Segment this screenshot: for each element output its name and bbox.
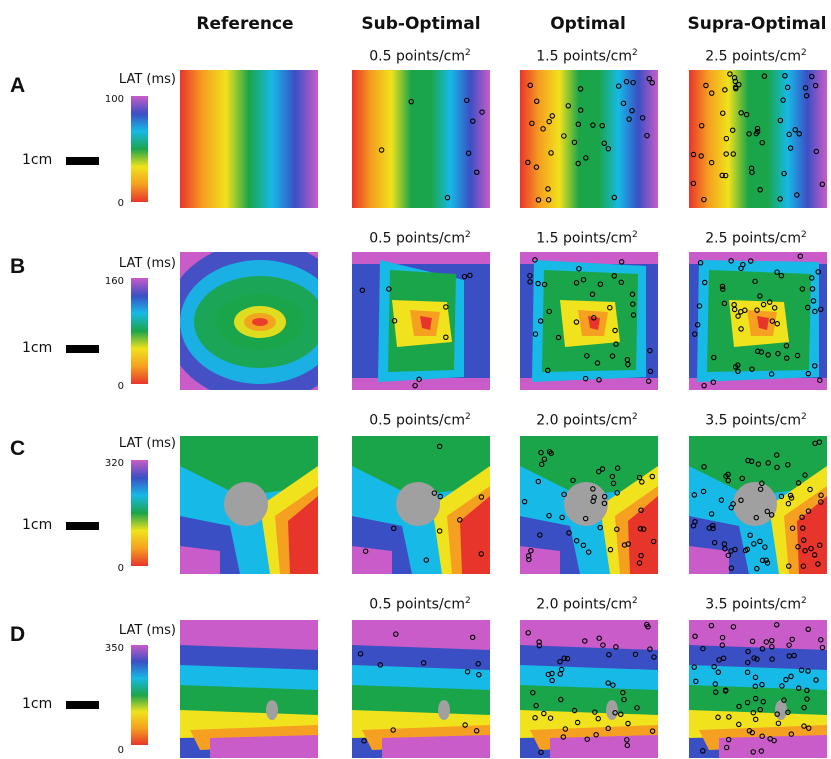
scale-bar-b [66, 345, 99, 353]
colorbar-min-c: 0 [117, 563, 124, 574]
colorbar-title-b: LAT (ms) [118, 256, 176, 271]
colorbar-max-b: 160 [104, 276, 124, 287]
map-d-reference [180, 620, 318, 758]
colorbar-max-a: 100 [104, 94, 124, 105]
map-c-supra-optimal [689, 436, 827, 574]
colorbar-max-c: 320 [104, 458, 124, 469]
map-b-reference [180, 252, 318, 390]
sample-points [521, 448, 657, 566]
colorbar-c [131, 460, 148, 566]
colorbar-title-a: LAT (ms) [118, 72, 176, 87]
row-label-b: B [10, 255, 26, 278]
row-label-d: D [10, 623, 26, 646]
sample-points [378, 97, 485, 201]
density-label-d-sub: 0.5 points/cm2 [369, 596, 471, 613]
map-d-optimal [520, 620, 658, 758]
colorbar-min-a: 0 [117, 198, 124, 209]
density-label-b-sub: 0.5 points/cm2 [369, 230, 471, 247]
density-label-a-sub: 0.5 points/cm2 [369, 48, 471, 65]
column-header-reference: Reference [196, 14, 294, 34]
sample-points [691, 622, 826, 755]
density-label-a-supra: 2.5 points/cm2 [705, 48, 807, 65]
map-a-sub-optimal [352, 70, 490, 208]
colorbar-min-d: 0 [117, 745, 124, 756]
sample-points [690, 439, 824, 572]
map-a-supra-optimal [689, 70, 827, 208]
column-header-optimal: Optimal [550, 14, 626, 34]
map-b-supra-optimal [689, 252, 827, 390]
density-label-b-supra: 2.5 points/cm2 [705, 230, 807, 247]
colorbar-title-d: LAT (ms) [118, 623, 176, 638]
map-c-reference [180, 436, 318, 574]
scale-label-b: 1cm [22, 340, 53, 356]
obstacle [775, 700, 787, 720]
density-label-a-opt: 1.5 points/cm2 [536, 48, 638, 65]
density-label-c-sub: 0.5 points/cm2 [369, 412, 471, 429]
density-label-c-opt: 2.0 points/cm2 [536, 412, 638, 429]
map-b-sub-optimal [352, 252, 490, 390]
obstacle [224, 482, 268, 526]
colorbar-title-c: LAT (ms) [118, 436, 176, 451]
map-c-sub-optimal [352, 436, 490, 574]
sample-points [525, 75, 655, 203]
sample-points [525, 621, 657, 756]
scale-bar-c [66, 522, 99, 530]
obstacle [438, 700, 450, 720]
row-label-c: C [10, 437, 26, 460]
map-d-supra-optimal [689, 620, 827, 758]
column-header-sub-optimal: Sub-Optimal [361, 14, 481, 34]
sample-points [357, 631, 482, 744]
row-label-a: A [10, 74, 26, 97]
map-a-reference [180, 70, 318, 208]
scale-label-d: 1cm [22, 696, 53, 712]
density-label-c-supra: 3.5 points/cm2 [705, 412, 807, 429]
sample-points [359, 272, 473, 389]
colorbar-b [131, 278, 148, 384]
colorbar-min-b: 0 [117, 381, 124, 392]
scale-bar-d [66, 701, 99, 709]
sample-points [527, 257, 654, 384]
map-d-sub-optimal [352, 620, 490, 758]
obstacle [564, 482, 608, 526]
colorbar-d [131, 645, 148, 745]
map-a-optimal [520, 70, 658, 208]
sample-points [690, 71, 826, 203]
density-label-d-opt: 2.0 points/cm2 [536, 596, 638, 613]
obstacle [606, 700, 618, 720]
map-c-optimal [520, 436, 658, 574]
sample-points [692, 253, 824, 389]
obstacle [733, 482, 777, 526]
obstacle [396, 482, 440, 526]
density-label-b-opt: 1.5 points/cm2 [536, 230, 638, 247]
density-label-d-supra: 3.5 points/cm2 [705, 596, 807, 613]
scale-label-c: 1cm [22, 517, 53, 533]
column-header-supra-optimal: Supra-Optimal [687, 14, 827, 34]
scale-bar-a [66, 157, 99, 165]
colorbar-a [131, 96, 148, 202]
obstacle [266, 700, 278, 720]
map-b-optimal [520, 252, 658, 390]
sample-points [362, 443, 485, 563]
scale-label-a: 1cm [22, 152, 53, 168]
colorbar-max-d: 350 [104, 643, 124, 654]
